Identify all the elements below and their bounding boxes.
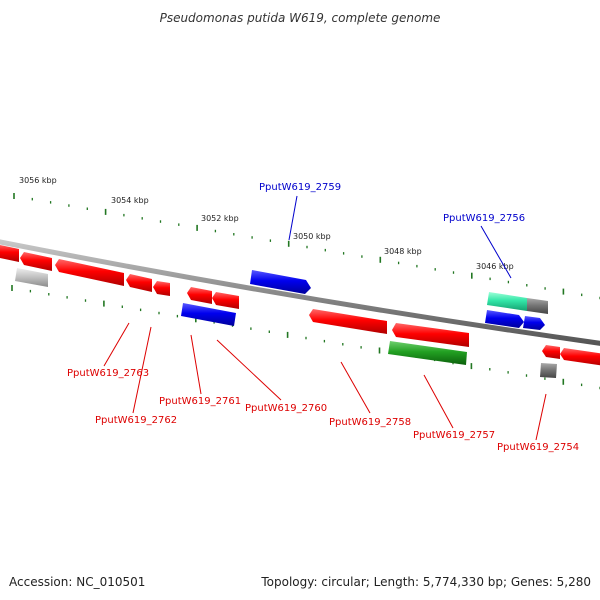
gene-label[interactable]: PputW619_2757: [413, 430, 495, 441]
gene-feature[interactable]: [212, 292, 239, 309]
kbp-marker: 3054 kbp: [111, 196, 149, 205]
gene-feature[interactable]: [542, 345, 560, 359]
gene-feature[interactable]: [485, 310, 524, 328]
gene-label[interactable]: PputW619_2761: [159, 396, 241, 407]
forward-genes: [250, 270, 548, 314]
gene-label[interactable]: PputW619_2758: [329, 417, 411, 428]
gene-feature[interactable]: [523, 316, 545, 330]
gene-feature[interactable]: [527, 298, 548, 314]
gene-feature[interactable]: [15, 268, 48, 287]
tick-track-inner: [11, 285, 600, 390]
gene-label[interactable]: PputW619_2754: [497, 442, 579, 453]
gene-feature[interactable]: [20, 252, 52, 271]
gene-feature[interactable]: [55, 259, 124, 286]
leader-lines: [103, 195, 547, 441]
gene-feature[interactable]: [187, 287, 212, 304]
gene-feature[interactable]: [388, 341, 467, 365]
map-title: Pseudomonas putida W619, complete genome: [160, 11, 441, 25]
kbp-marker: 3052 kbp: [201, 214, 239, 223]
tick-track-outer: [13, 193, 600, 300]
accession-text: Accession: NC_010501: [9, 575, 145, 589]
gene-feature[interactable]: [540, 363, 557, 378]
kbp-marker: 3050 kbp: [293, 232, 331, 241]
genome-backbone: [0, 239, 600, 346]
gene-label[interactable]: PputW619_2762: [95, 415, 177, 426]
gene-feature[interactable]: [487, 292, 527, 311]
gene-feature[interactable]: [0, 244, 19, 262]
gene-label[interactable]: PputW619_2759: [259, 182, 341, 193]
gene-feature[interactable]: [309, 309, 387, 334]
reverse-genes: [0, 244, 600, 366]
genome-summary-text: Topology: circular; Length: 5,774,330 bp…: [260, 575, 591, 589]
gene-label[interactable]: PputW619_2763: [67, 368, 149, 379]
gene-feature[interactable]: [153, 281, 170, 296]
kbp-marker: 3048 kbp: [384, 247, 422, 256]
gene-label[interactable]: PputW619_2760: [245, 403, 327, 414]
gene-feature[interactable]: [560, 348, 600, 366]
secondary-genes: [15, 268, 557, 378]
gene-labels: PputW619_2759 PputW619_2756 PputW619_276…: [67, 182, 579, 453]
kbp-marker: 3056 kbp: [19, 176, 57, 185]
gene-feature[interactable]: [126, 274, 152, 292]
kbp-marker: 3046 kbp: [476, 262, 514, 271]
gene-feature[interactable]: [250, 270, 311, 294]
gene-feature[interactable]: [392, 323, 469, 347]
gene-label[interactable]: PputW619_2756: [443, 213, 525, 224]
gene-feature[interactable]: [181, 303, 236, 326]
